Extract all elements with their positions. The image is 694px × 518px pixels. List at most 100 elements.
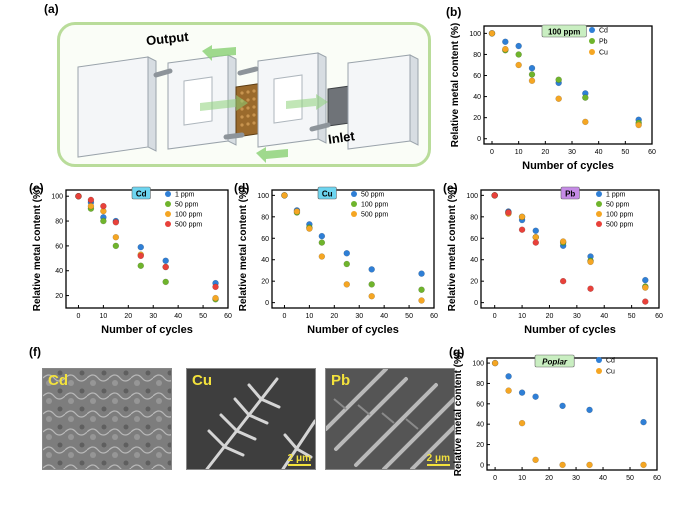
data-point bbox=[212, 294, 219, 302]
y-tick-label: 60 bbox=[470, 236, 478, 243]
legend-marker bbox=[351, 211, 357, 217]
data-point bbox=[281, 192, 288, 199]
data-point bbox=[528, 64, 536, 72]
data-point bbox=[528, 71, 536, 78]
y-tick-label: 40 bbox=[470, 257, 478, 264]
panel-tag-box bbox=[534, 354, 575, 368]
y-tick-label: 60 bbox=[476, 401, 484, 408]
legend-marker bbox=[165, 201, 171, 207]
plot-frame bbox=[271, 189, 435, 309]
data-point bbox=[100, 217, 107, 225]
sem-label-pb: Pb bbox=[331, 372, 351, 389]
data-point bbox=[532, 239, 540, 246]
data-point bbox=[418, 297, 425, 304]
y-tick-label: 40 bbox=[473, 94, 481, 101]
data-point bbox=[642, 284, 649, 291]
legend-label: 500 ppm bbox=[606, 222, 633, 229]
data-point bbox=[518, 213, 526, 221]
legend-marker bbox=[596, 201, 602, 207]
x-tick-label: 30 bbox=[573, 313, 581, 320]
data-point bbox=[642, 298, 649, 305]
y-tick-label: 20 bbox=[470, 279, 478, 286]
data-point bbox=[582, 118, 589, 126]
tubing bbox=[153, 66, 331, 140]
y-tick-label: 20 bbox=[55, 293, 63, 300]
data-point bbox=[640, 461, 647, 469]
panel-tag: Cd bbox=[136, 190, 147, 199]
legend-label: Cd bbox=[599, 28, 608, 35]
y-tick-label: 0 bbox=[477, 136, 481, 143]
data-point bbox=[502, 45, 509, 53]
y-tick-label: 100 bbox=[472, 361, 484, 368]
data-point bbox=[559, 461, 566, 469]
x-axis-label: Number of cycles bbox=[307, 324, 399, 336]
x-tick-label: 20 bbox=[541, 149, 549, 156]
y-tick-label: 20 bbox=[476, 442, 484, 449]
data-point bbox=[418, 286, 425, 294]
panel-letter-d: (d) bbox=[234, 181, 250, 195]
data-point bbox=[488, 30, 496, 37]
data-point bbox=[515, 42, 522, 50]
x-axis-label: Number of cycles bbox=[101, 324, 193, 336]
x-tick-label: 60 bbox=[655, 313, 663, 320]
data-point bbox=[87, 196, 95, 204]
chart-g-poplar: 0 10 20 30 40 50 60 0 20 40 60 80 100 Relative metal … bbox=[453, 352, 661, 482]
data-point bbox=[368, 281, 375, 288]
data-point bbox=[505, 373, 512, 380]
sem-texture-pb bbox=[326, 369, 454, 469]
chart-d-cu: 0 10 20 30 40 50 60 0 20 40 60 80 100 Number of cycle… bbox=[238, 186, 438, 336]
y-axis-label: Relative metal content (%) bbox=[447, 187, 458, 311]
data-point bbox=[635, 121, 642, 129]
x-tick-label: 10 bbox=[515, 149, 523, 156]
data-point bbox=[87, 202, 95, 210]
y-tick-label: 100 bbox=[466, 193, 478, 200]
y-tick-label: 40 bbox=[476, 422, 484, 429]
data-point bbox=[532, 393, 539, 400]
panel-tag-box bbox=[317, 186, 337, 200]
panel-letter-b: (b) bbox=[446, 5, 462, 19]
x-tick-label: 30 bbox=[572, 475, 580, 482]
x-tick-label: 50 bbox=[199, 313, 207, 320]
panel-tag-box bbox=[560, 186, 580, 200]
y-tick-label: 40 bbox=[55, 268, 63, 275]
x-tick-label: 20 bbox=[546, 313, 554, 320]
x-tick-label: 30 bbox=[355, 313, 363, 320]
counter-electrode bbox=[327, 85, 351, 127]
x-tick-label: 10 bbox=[518, 475, 526, 482]
data-point bbox=[559, 277, 567, 285]
panel-tag: Poplar bbox=[542, 358, 568, 367]
panel-tag: Pb bbox=[565, 190, 575, 199]
legend-marker bbox=[165, 191, 171, 197]
end-plate-left bbox=[77, 56, 157, 158]
data-point bbox=[640, 418, 647, 426]
y-tick-label: 0 bbox=[265, 300, 269, 307]
x-axis-label: Number of cycles bbox=[522, 160, 614, 172]
panel-tag: Cu bbox=[322, 190, 333, 199]
x-tick-label: 20 bbox=[330, 313, 338, 320]
x-tick-label: 60 bbox=[648, 149, 656, 156]
data-point bbox=[586, 406, 593, 414]
data-point bbox=[162, 278, 169, 286]
plot-frame bbox=[480, 189, 660, 309]
x-tick-label: 50 bbox=[405, 313, 413, 320]
x-tick-label: 50 bbox=[628, 313, 636, 320]
legend-label: 500 ppm bbox=[175, 222, 202, 229]
legend-marker bbox=[596, 357, 602, 363]
data-point bbox=[518, 226, 526, 233]
data-point bbox=[306, 225, 313, 232]
y-axis-label: Relative metal content (%) bbox=[450, 23, 461, 147]
data-point bbox=[137, 243, 145, 251]
data-point bbox=[368, 266, 375, 273]
data-point bbox=[112, 233, 120, 241]
y-tick-label: 60 bbox=[473, 73, 481, 80]
y-tick-label: 0 bbox=[474, 300, 478, 307]
legend-marker bbox=[589, 27, 595, 33]
x-tick-label: 50 bbox=[621, 149, 629, 156]
y-tick-label: 80 bbox=[473, 52, 481, 59]
panel-tag-box bbox=[131, 186, 151, 200]
y-axis-label: Relative metal content (%) bbox=[453, 352, 464, 476]
sem-label-cu: Cu bbox=[192, 372, 212, 389]
data-point bbox=[418, 270, 425, 277]
data-point bbox=[515, 51, 522, 58]
data-point bbox=[505, 209, 512, 216]
